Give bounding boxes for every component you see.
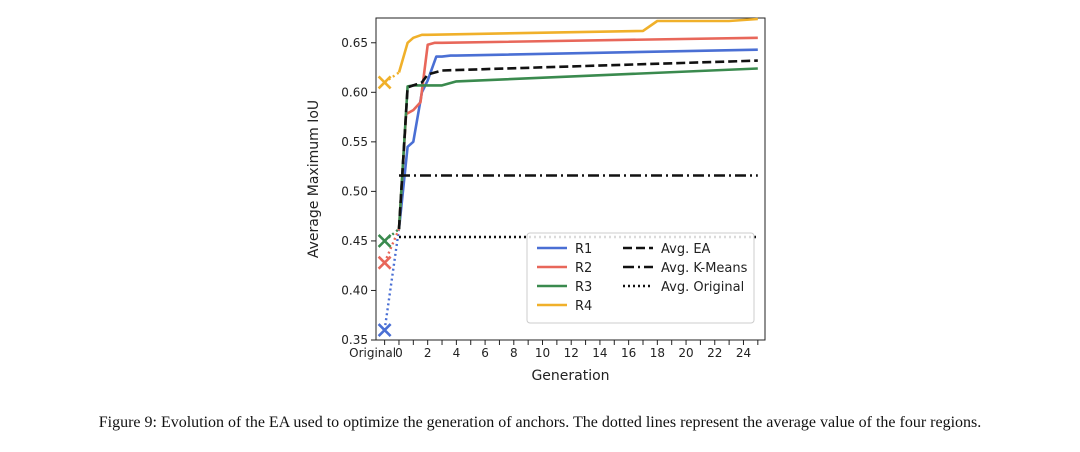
y-tick-label: 0.40: [341, 283, 368, 297]
legend-label-r2: R2: [575, 261, 592, 276]
x-tick-label: 2: [424, 346, 432, 360]
legend-label-avg-original: Avg. Original: [661, 280, 744, 295]
x-tick-label: 4: [453, 346, 461, 360]
y-axis-label: Average Maximum IoU: [306, 100, 322, 258]
series-line-r4: [397, 17, 758, 73]
x-tick-label: 0: [395, 346, 403, 360]
x-tick-label: 22: [707, 346, 722, 360]
series-line-r2: [397, 36, 758, 230]
series-line-r3: [397, 67, 758, 230]
original-marker-r3: [377, 234, 392, 248]
series-line-r1: [397, 48, 758, 230]
figure: 0.35 0.40 0.45 0.50 0.55 0.60 0.65 Original 0 2 4 6…: [306, 17, 766, 384]
y-tick-label: 0.35: [341, 333, 368, 347]
plot-frame: [375, 17, 766, 341]
x-tick-label: 10: [535, 346, 550, 360]
original-link-r3: [383, 228, 400, 242]
legend-label-r3: R3: [575, 280, 592, 295]
y-tick-label: 0.50: [341, 184, 368, 198]
original-marker-r1: [377, 323, 392, 338]
y-tick-label: 0.60: [341, 85, 368, 99]
y-tick-label: 0.45: [341, 234, 368, 248]
x-tick-label: 8: [510, 346, 518, 360]
original-link-r1: [383, 228, 401, 331]
x-tick-label: 14: [592, 346, 607, 360]
original-link-r2: [383, 228, 401, 264]
y-tick-label: 0.65: [341, 36, 368, 50]
original-marker-r4: [377, 75, 392, 90]
series-line-avg-ea: [397, 59, 758, 230]
x-tick-label: 24: [736, 346, 751, 360]
legend-label-avg-ea: Avg. EA: [661, 242, 711, 257]
x-tick-label: 12: [564, 346, 579, 360]
legend-label-avg-k-means: Avg. K-Means: [661, 261, 748, 276]
legend-label-r1: R1: [575, 242, 592, 257]
x-axis-label: Generation: [531, 368, 609, 384]
x-tick-label-original: Original: [349, 346, 396, 360]
x-tick-label: 6: [481, 346, 489, 360]
figure-caption: Figure 9: Evolution of the EA used to op…: [98, 414, 982, 431]
x-tick-label: 18: [650, 346, 665, 360]
x-tick-label: 16: [621, 346, 636, 360]
y-tick-label: 0.55: [341, 135, 368, 149]
legend-box: [526, 232, 755, 324]
x-tick-label: 20: [678, 346, 693, 360]
legend-label-r4: R4: [575, 299, 592, 314]
original-marker-r2: [377, 255, 392, 270]
